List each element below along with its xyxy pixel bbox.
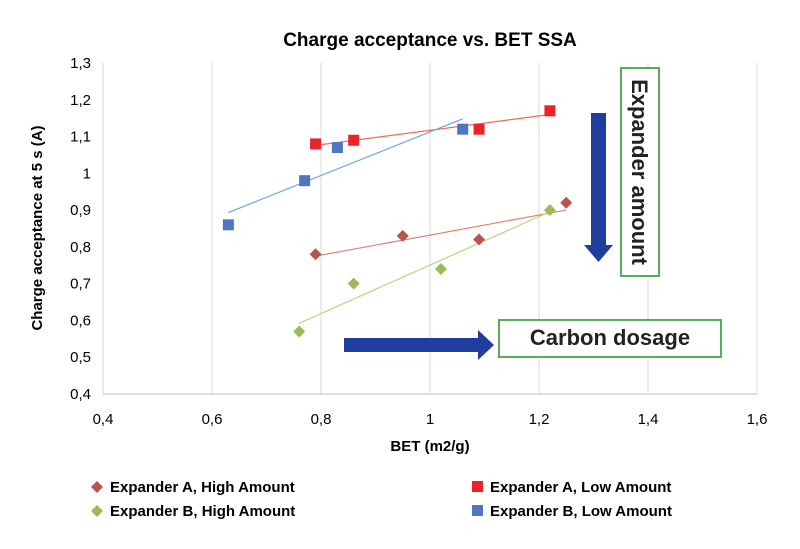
x-tick-label: 1,4 — [638, 411, 659, 428]
x-tick-label: 0,4 — [93, 411, 114, 428]
expander-amount-arrow — [584, 113, 613, 262]
tick-labels: 0,4 0,6 0,8 1 1,2 1,4 1,6 0,4 0,5 0,6 0,7 0,8 0,9 1 1,… — [70, 55, 767, 428]
y-tick-label: 1,3 — [70, 55, 91, 72]
data-point-square — [348, 134, 360, 146]
y-tick-label: 1 — [83, 165, 91, 182]
x-tick-label: 0,6 — [202, 411, 223, 428]
legend-label: Expander A, Low Amount — [490, 479, 671, 496]
trend-line — [315, 209, 567, 257]
x-axis-label: BET (m2/g) — [390, 438, 469, 455]
x-tick-label: 0,8 — [311, 411, 332, 428]
data-point-square — [331, 142, 343, 154]
y-tick-label: 0,6 — [70, 312, 91, 329]
data-point-square — [473, 123, 485, 135]
carbon-dosage-label: Carbon dosage — [530, 325, 690, 350]
data-point-square — [544, 105, 556, 117]
data-point-square — [222, 219, 234, 231]
y-tick-label: 0,7 — [70, 276, 91, 293]
data-point-diamond — [347, 277, 360, 290]
carbon-dosage-box — [498, 319, 722, 358]
legend: Expander A, High Amount Expander A, Low … — [91, 479, 672, 520]
x-tick-label: 1,6 — [747, 411, 768, 428]
carbon-dosage-arrow — [344, 330, 494, 360]
legend-diamond-marker — [91, 505, 103, 517]
legend-label: Expander B, High Amount — [110, 503, 295, 520]
y-tick-label: 0,9 — [70, 202, 91, 219]
trend-lines — [228, 113, 567, 324]
data-point-diamond — [473, 233, 486, 246]
y-axis-label: Charge acceptance at 5 s (A) — [29, 125, 46, 330]
annotations: Expander amount Carbon dosage — [344, 67, 722, 360]
data-point-square — [299, 175, 311, 187]
legend-item-expander-a-low: Expander A, Low Amount — [472, 479, 671, 496]
data-point-square — [310, 138, 322, 150]
legend-item-expander-b-high: Expander B, High Amount — [91, 503, 295, 520]
data-point-square — [457, 123, 469, 135]
trend-line — [228, 118, 463, 214]
x-tick-label: 1,2 — [529, 411, 550, 428]
data-point-diamond — [396, 229, 409, 242]
legend-label: Expander B, Low Amount — [490, 503, 672, 520]
legend-square-marker — [472, 481, 483, 492]
x-tick-label: 1 — [426, 411, 434, 428]
legend-item-expander-b-low: Expander B, Low Amount — [472, 503, 672, 520]
legend-label: Expander A, High Amount — [110, 479, 295, 496]
data-point-diamond — [309, 248, 322, 261]
legend-square-marker — [472, 505, 483, 516]
y-tick-label: 0,4 — [70, 386, 91, 403]
y-tick-label: 0,8 — [70, 239, 91, 256]
chart-title: Charge acceptance vs. BET SSA — [283, 30, 577, 51]
y-tick-label: 1,2 — [70, 92, 91, 109]
y-tick-label: 0,5 — [70, 349, 91, 366]
legend-item-expander-a-high: Expander A, High Amount — [91, 479, 295, 496]
data-point-diamond — [543, 204, 556, 217]
expander-amount-box — [620, 67, 660, 277]
y-tick-label: 1,1 — [70, 129, 91, 146]
data-points — [222, 105, 573, 338]
data-point-diamond — [560, 196, 573, 209]
data-point-diamond — [434, 262, 447, 275]
legend-diamond-marker — [91, 481, 103, 493]
data-point-diamond — [293, 325, 306, 338]
expander-amount-label: Expander amount — [627, 79, 652, 265]
trend-line — [298, 211, 551, 324]
